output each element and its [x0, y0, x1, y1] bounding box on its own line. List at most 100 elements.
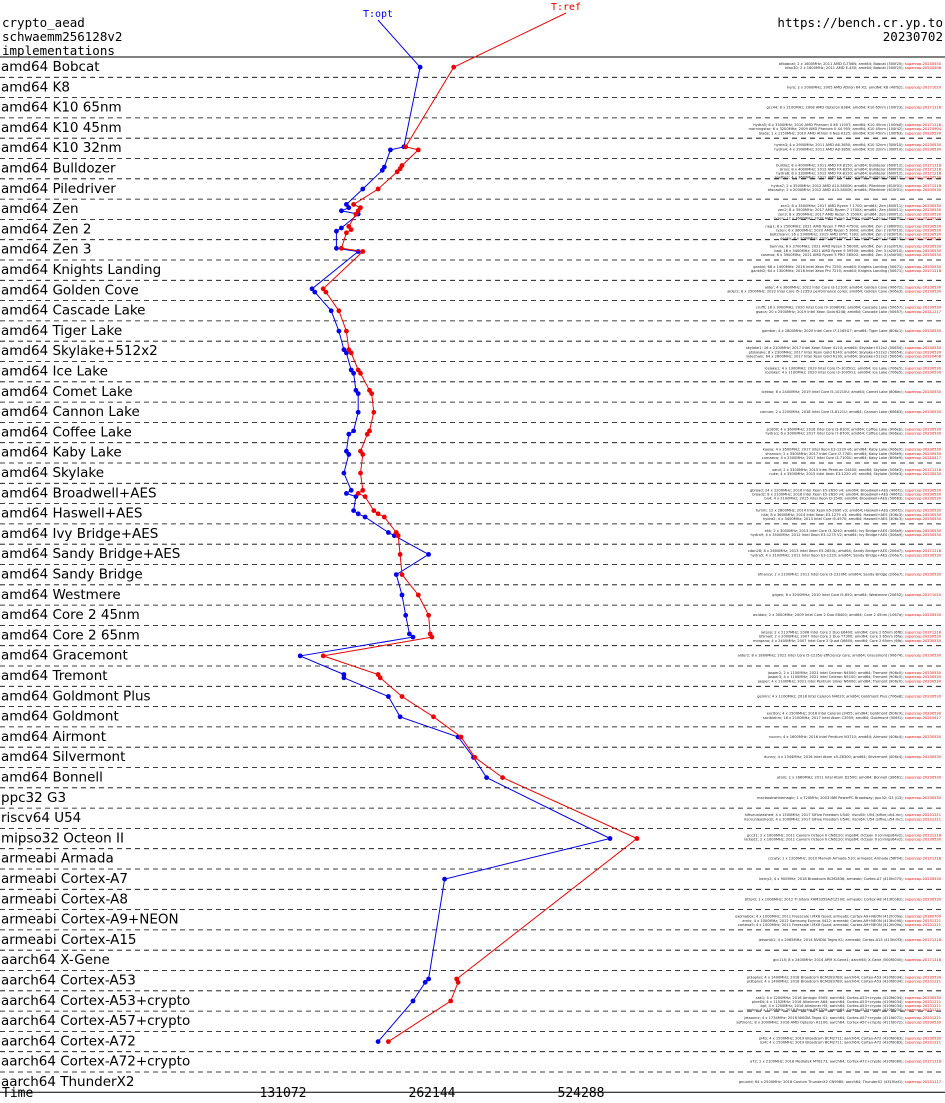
opt-data-point	[484, 775, 489, 780]
machine-label: zen1; 8 x 3500MHz; 2017 AMD Ryzen 7 1700…	[781, 204, 942, 208]
machine-label: jasper2; 2 x 1100MHz; 2021 Intel Celeron…	[767, 671, 942, 675]
machine-label: exciton; 4 x 1500MHz; 2016 Intel Celeron…	[767, 712, 942, 716]
ref-data-point	[358, 470, 363, 476]
machine-label: nuccm; 4 x 1600MHz; 2016 Intel Pentium N…	[769, 735, 942, 739]
opt-data-point	[397, 714, 403, 720]
opt-data-point	[607, 836, 613, 841]
machine-label: gankx; 8 x 2000MHz; 2020 AMD EPYC 7252; …	[780, 237, 942, 241]
machine-label: icelake1; 4 x 1300MHz; 2019 Intel Core i…	[765, 367, 942, 371]
ref-data-point	[339, 245, 344, 251]
opt-data-point	[355, 409, 361, 415]
opt-data-point	[355, 391, 361, 396]
ref-data-point	[377, 675, 383, 681]
machine-label: gcc31; 2 x 1000MHz; 2011 Cavium Octeon I…	[747, 833, 942, 837]
opt-data-point	[336, 328, 342, 334]
row-label: aarch64 Cortex-A57+crypto	[1, 1013, 190, 1029]
row-label: amd64 K10 45nm	[1, 120, 122, 136]
machine-label: gankkl; 68 x 1400MHz; 2016 Intel Xeon Ph…	[753, 265, 941, 269]
opt-data-point	[388, 147, 393, 153]
ref-data-point	[394, 169, 400, 175]
machine-label: hydra9; 4 x 3500MHz; 2012 Intel Xeon E3-…	[751, 533, 942, 537]
row-label: armeabi Cortex-A15	[1, 932, 137, 948]
opt-data-point	[362, 514, 368, 520]
ref-data-point	[426, 612, 431, 618]
ref-data-point	[353, 211, 359, 217]
machine-label: hydra2; 4 x 3400MHz; 2013 Intel Core i5-…	[763, 517, 942, 521]
machine-label: pine64; 4 x 1152MHz; 2016 Allwinner A64;…	[752, 1000, 941, 1004]
row-label: aarch64 ThunderX2	[1, 1074, 134, 1090]
machine-label: gamber; 4 x 2800MHz; 2020 Intel Core i7-…	[762, 329, 942, 333]
opt-data-point	[344, 491, 349, 496]
opt-data-point	[346, 452, 352, 457]
machine-label: wcldaix; 2 x 3000MHz; 2009 Intel Core 2 …	[753, 613, 942, 617]
machine-label: dunny; 4 x 1344MHz; 2016 Intel Atom x5-Z…	[764, 755, 942, 759]
machine-label: hydra1; 6 x 3000MHz; 2017 Intel Core i7-…	[765, 432, 941, 436]
opt-data-point	[393, 572, 399, 577]
row-label: amd64 K10 65nm	[1, 100, 122, 116]
machine-label: alder2; 8 x 1800MHz; 2022 Intel Core i5-…	[738, 654, 942, 658]
machine-label: hero; 2 x 2000MHz; 2005 AMD Athlon 64 X2…	[787, 85, 942, 89]
machine-label: sak1; 4 x 1200MHz; 2016 Amlogic S905; aa…	[756, 996, 942, 1000]
x-tick-label: 262144	[409, 1086, 456, 1101]
opt-data-point	[351, 370, 356, 376]
row-label: amd64 Piledriver	[1, 181, 116, 197]
row-label: amd64 Goldmont Plus	[1, 688, 151, 704]
row-label: aarch64 Cortex-A72	[1, 1033, 136, 1049]
row-label: armeabi Cortex-A7	[1, 871, 128, 887]
machine-label: boltzmann; 16 x 2900MHz; 2019 AMD EPYC 7…	[770, 233, 942, 237]
header-line-1: crypto_aead	[2, 15, 85, 30]
ref-data-point	[375, 186, 381, 192]
header-url: https://bench.cr.yp.to	[777, 15, 943, 30]
machine-label: bfzoid; 1 x 1000MHz; 2012 TI Sitara XAM3…	[745, 897, 942, 901]
machine-label: oxomabox; 4 x 1000MHz; 2011 Freescale i.…	[735, 915, 942, 919]
machine-label: pi4b; 4 x 1500MHz; 2019 Broadcom BCM2711…	[759, 1036, 942, 1040]
row-label: amd64 Zen 2	[1, 221, 91, 237]
machine-label: bad; 16 x 3400MHz; 2021 AMD Ryzen 9 5950…	[774, 249, 941, 253]
ref-data-point	[360, 452, 366, 457]
ref-data-point	[358, 370, 363, 376]
machine-label: shannon; 2 x 3500MHz; 2017 Intel Core i7…	[765, 452, 941, 456]
ref-data-point	[323, 289, 329, 295]
opt-data-point	[341, 672, 347, 677]
row-label: aarch64 X-Gene	[1, 952, 110, 968]
row-label: amd64 Goldmont	[1, 709, 119, 725]
ref-data-point	[348, 227, 354, 233]
header-line-3: implementations	[2, 43, 115, 58]
row-label: amd64 Broadwell+AES	[1, 485, 157, 501]
x-tick-label: 131072	[260, 1086, 307, 1101]
ref-data-point	[472, 755, 478, 760]
machine-label: atom; 2 x 1660MHz; 2011 Intel Atom D2500…	[777, 776, 942, 780]
machine-label: macbookwhitemagic; 1 x 720MHz; 2003 IBM …	[757, 796, 942, 800]
row-label: amd64 Zen	[1, 201, 79, 217]
row-label: amd64 Knights Landing	[1, 262, 161, 278]
opt-label-leader	[377, 19, 421, 68]
ref-data-point	[429, 634, 435, 640]
machine-label: ryzen; 12 x 3600MHz; 2018 AMD Ryzen 5 26…	[774, 216, 942, 220]
machine-label: bannira; 6 x 3700MHz; 2021 AMD Ryzen 5 5…	[770, 245, 942, 249]
machine-label: ryzen; 6 x 3600MHz; 2020 AMD Ryzen 5 360…	[776, 228, 942, 232]
machine-label: cortexa9; 4 x 1000MHz; 2011 Freescale i.…	[738, 923, 941, 927]
machine-label: softiron1; 8 x 2000MHz; 2016 AMD Opteron…	[736, 1020, 942, 1024]
machine-label: arnix; 4 x 1000MHz; 2012 Samsung Exynos …	[742, 919, 941, 923]
ref-data-point	[360, 249, 366, 254]
machine-label: nicked2; 2 x 1000MHz; 2011 Cavium Octeon…	[744, 838, 942, 842]
machine-label: jetsontk1; 4 x 2065MHz; 2014 NVIDIA Tegr…	[758, 938, 942, 942]
opt-data-point	[403, 612, 409, 618]
ref-series-line	[322, 66, 638, 1043]
opt-data-point	[297, 653, 303, 659]
ref-series-label: T:ref	[551, 2, 581, 13]
opt-data-point	[334, 228, 339, 234]
opt-data-point	[410, 998, 416, 1004]
opt-data-point	[355, 511, 361, 517]
ref-data-point	[348, 350, 354, 356]
row-label: amd64 K10 32nm	[1, 140, 122, 156]
row-grid	[0, 56, 945, 1073]
machine-label: ptskylake; 8 x 2300MHz; 2017 Intel Xeon …	[749, 350, 942, 354]
opt-data-point	[341, 470, 347, 476]
opt-data-point	[399, 592, 405, 598]
x-tick-label: 524288	[558, 1086, 605, 1101]
x-axis-label: Time	[2, 1086, 33, 1101]
ref-data-point	[336, 308, 342, 314]
opt-data-point	[410, 634, 416, 640]
machine-label: seattle1; 4 x 3600MHz; 2012 AMD FX-4130;…	[774, 176, 941, 180]
